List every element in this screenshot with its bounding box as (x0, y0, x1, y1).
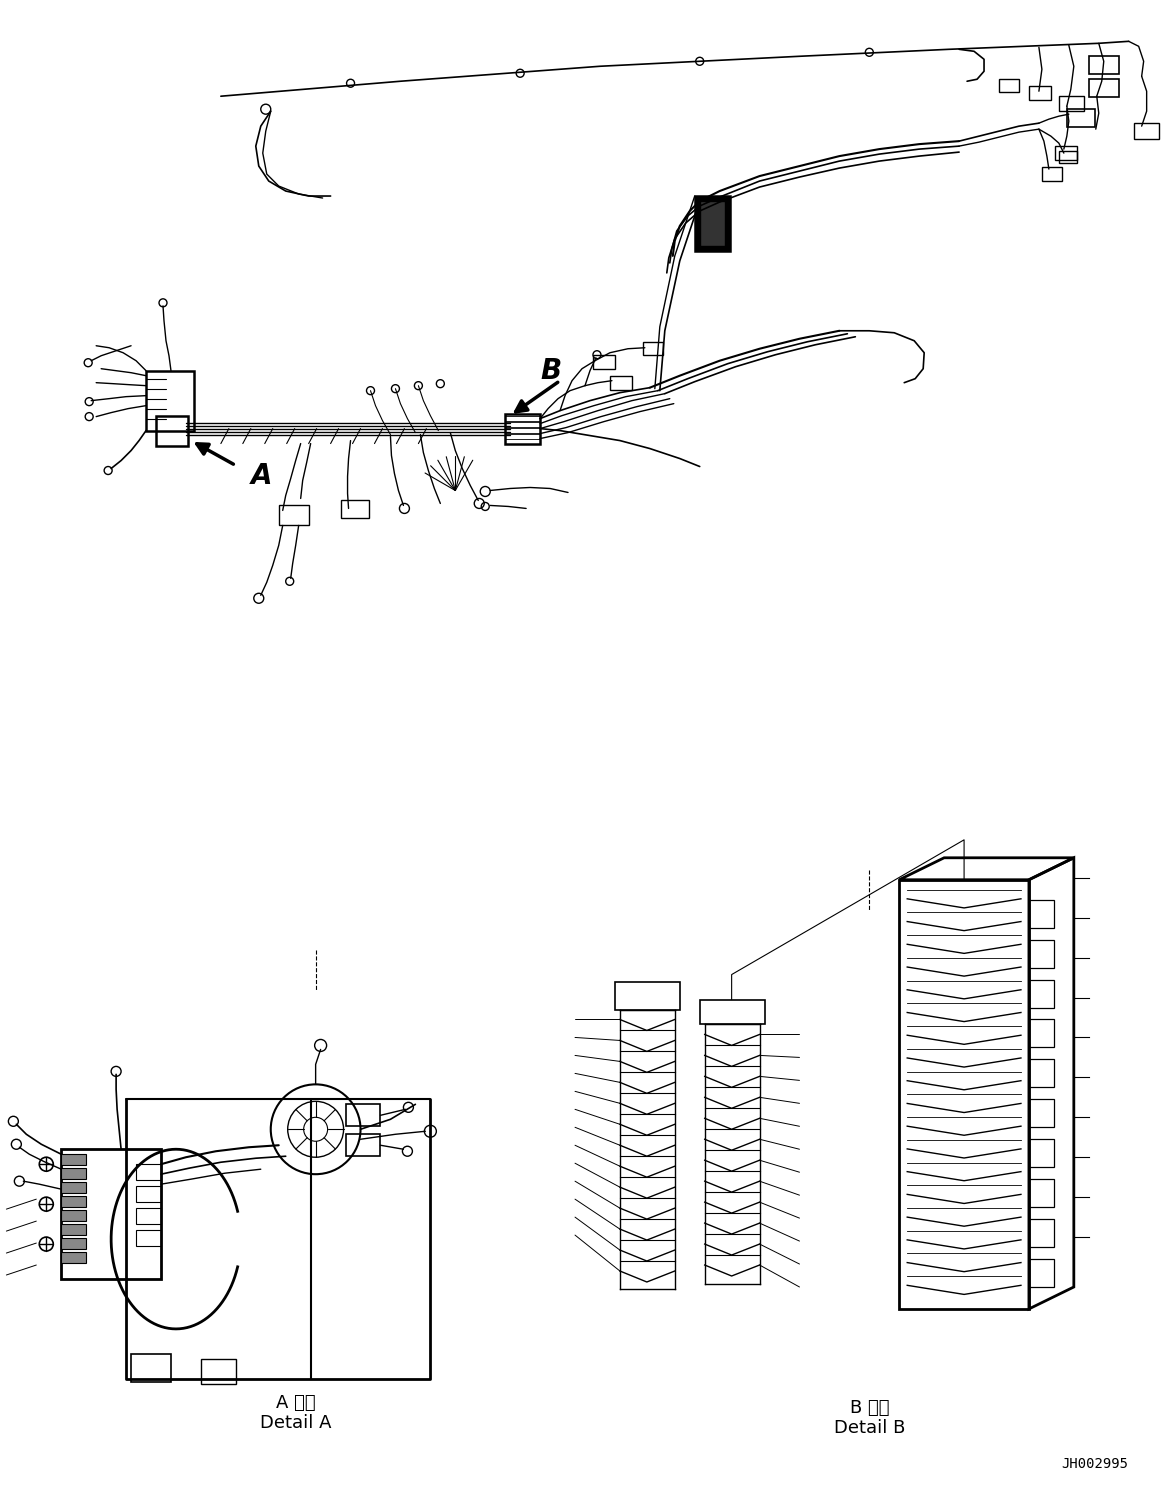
Bar (1029, 1059, 1054, 1088)
Text: Detail A: Detail A (261, 1414, 331, 1431)
Bar (62, 1196, 86, 1207)
Bar (131, 1354, 171, 1382)
Bar (1089, 57, 1119, 74)
Bar (1134, 124, 1158, 140)
Bar (999, 79, 1019, 92)
Bar (136, 1231, 160, 1245)
Bar (345, 1104, 380, 1126)
Bar (505, 421, 540, 427)
Bar (1029, 1219, 1054, 1247)
Bar (1029, 1259, 1054, 1287)
Bar (1029, 1100, 1054, 1128)
Bar (62, 1149, 160, 1280)
Bar (700, 1000, 764, 1024)
Bar (1029, 1178, 1054, 1207)
Bar (609, 375, 632, 390)
Bar (643, 342, 663, 354)
Bar (593, 354, 615, 369)
Bar (201, 1359, 236, 1384)
Bar (1029, 1140, 1054, 1167)
Bar (1058, 97, 1084, 112)
Bar (156, 415, 188, 445)
Bar (899, 879, 1029, 1309)
Bar (136, 1164, 160, 1180)
Bar (1042, 167, 1062, 182)
Text: A: A (251, 461, 272, 490)
Bar (62, 1238, 86, 1248)
Bar (1029, 900, 1054, 927)
Bar (1055, 146, 1077, 161)
Bar (147, 371, 194, 430)
Bar (62, 1225, 86, 1235)
Bar (505, 427, 540, 433)
Bar (1089, 79, 1119, 97)
Text: B: B (540, 357, 562, 385)
Bar (1029, 939, 1054, 967)
Bar (341, 500, 369, 518)
Bar (505, 433, 540, 439)
Bar (1058, 152, 1077, 164)
Bar (694, 196, 729, 251)
Bar (279, 506, 308, 525)
Text: B 詳細: B 詳細 (849, 1399, 889, 1417)
Bar (1066, 109, 1094, 126)
Bar (505, 414, 540, 443)
Text: Detail B: Detail B (834, 1418, 905, 1437)
Bar (1029, 86, 1051, 100)
Bar (62, 1181, 86, 1193)
Bar (62, 1251, 86, 1263)
Bar (505, 415, 540, 421)
Bar (1029, 1019, 1054, 1048)
Bar (62, 1168, 86, 1178)
Bar (136, 1186, 160, 1202)
Bar (62, 1210, 86, 1222)
Bar (62, 1155, 86, 1165)
Bar (136, 1208, 160, 1225)
Bar (1029, 979, 1054, 1007)
Text: JH002995: JH002995 (1062, 1457, 1128, 1470)
Bar (615, 982, 679, 1009)
Text: A 詳細: A 詳細 (276, 1394, 315, 1412)
Bar (700, 201, 725, 246)
Bar (345, 1134, 380, 1156)
